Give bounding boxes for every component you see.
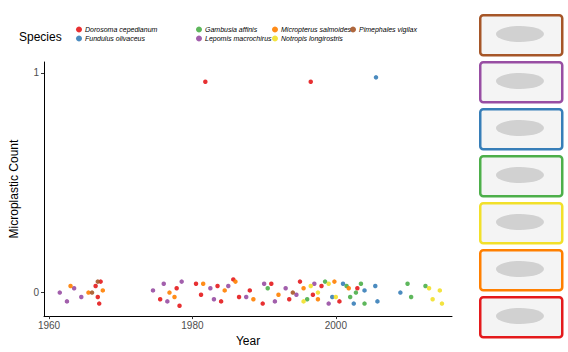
svg-text:Pimephales vigilax: Pimephales vigilax bbox=[359, 26, 417, 34]
svg-text:1: 1 bbox=[33, 67, 39, 78]
svg-text:1980: 1980 bbox=[181, 320, 204, 331]
svg-text:Microplastic Count: Microplastic Count bbox=[7, 139, 21, 238]
svg-text:Dorosoma cepedianum: Dorosoma cepedianum bbox=[85, 26, 158, 34]
svg-text:0: 0 bbox=[33, 287, 39, 298]
svg-text:Micropterus salmoides: Micropterus salmoides bbox=[281, 26, 352, 34]
svg-text:Gambusia affinis: Gambusia affinis bbox=[205, 26, 258, 33]
svg-text:2000: 2000 bbox=[325, 320, 348, 331]
svg-text:Fundulus olivaceus: Fundulus olivaceus bbox=[85, 35, 145, 42]
svg-text:Year: Year bbox=[236, 334, 260, 348]
svg-text:Notropis longirostris: Notropis longirostris bbox=[281, 35, 343, 43]
svg-text:1960: 1960 bbox=[38, 320, 61, 331]
svg-text:Lepomis macrochirus: Lepomis macrochirus bbox=[205, 35, 272, 43]
svg-text:Species: Species bbox=[19, 30, 62, 44]
